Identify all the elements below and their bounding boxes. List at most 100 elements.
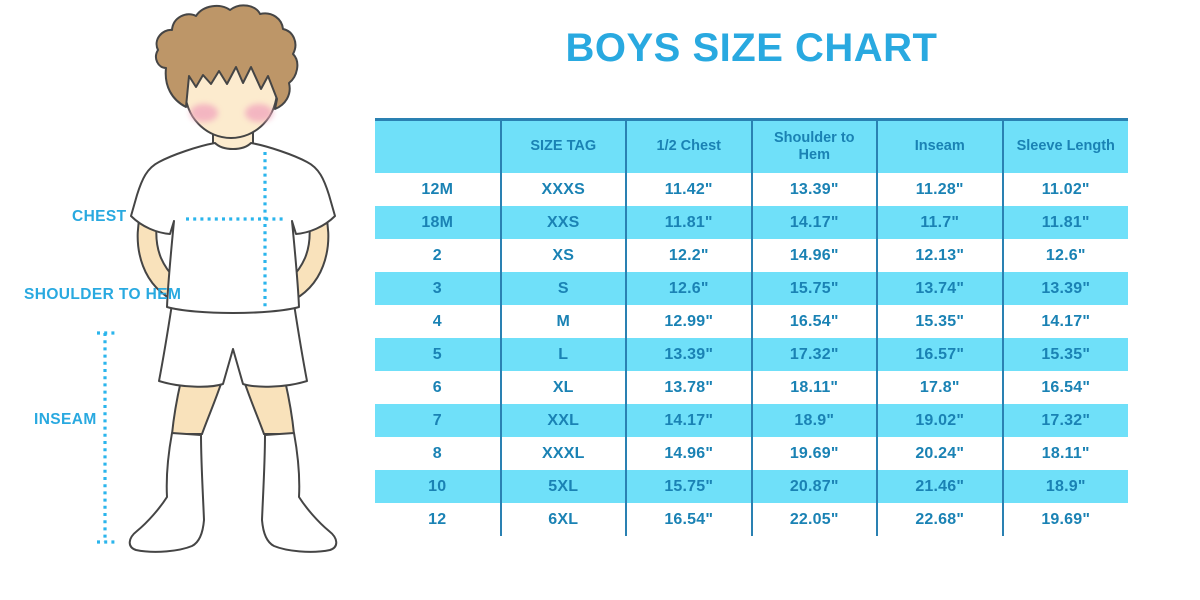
boy-illustration [97, 4, 338, 553]
inseam-measure-line [97, 331, 118, 544]
value-cell: 19.69" [750, 437, 877, 470]
chest-label: CHEST [72, 208, 127, 225]
value-cell: 12.13" [876, 239, 1003, 272]
size-tag-cell: 6XL [499, 503, 626, 536]
size-cell: 8 [432, 444, 442, 462]
shoulder-to-hem-label: SHOULDER TO HEM [24, 286, 182, 303]
value-cell: 17.32" [750, 338, 877, 371]
value-cell: 14.17" [625, 404, 752, 437]
size-tag-cell: 5XL [499, 470, 626, 503]
table-body: 12M XXXS 11.42" 13.39" 11.28" 11.02" 18M XXS 11.… [375, 173, 1128, 536]
table-row: 12M XXXS 11.42" 13.39" 11.28" 11.02" [375, 173, 1128, 206]
value-cell: 15.35" [1001, 338, 1128, 371]
value-cell: 14.96" [750, 239, 877, 272]
value-cell: 12.6" [1001, 239, 1128, 272]
value-cell: 11.42" [625, 173, 752, 206]
value-cell: 20.87" [750, 470, 877, 503]
boy-left-sock [128, 432, 205, 553]
value-cell: 17.32" [1001, 404, 1128, 437]
value-cell: 11.81" [625, 206, 752, 239]
value-cell: 12.6" [625, 272, 752, 305]
value-cell: 13.78" [625, 371, 752, 404]
value-cell: 13.39" [750, 173, 877, 206]
boy-hair [155, 4, 299, 110]
value-cell: 15.75" [625, 470, 752, 503]
table-row: 4 M 12.99" 16.54" 15.35" 14.17" [375, 305, 1128, 338]
table-row: 6 XL 13.78" 18.11" 17.8" 16.54" [375, 371, 1128, 404]
size-tag-cell: XXXL [499, 437, 626, 470]
size-cell: 18M [375, 206, 501, 239]
boy-left-cheek [190, 104, 218, 122]
value-cell: 15.35" [876, 305, 1003, 338]
size-cell: 12M [421, 180, 454, 198]
value-cell: 14.17" [1001, 305, 1128, 338]
boy-shorts [158, 303, 308, 388]
inseam-label: INSEAM [34, 411, 97, 428]
size-tag-cell: M [499, 305, 626, 338]
value-cell: 16.54" [1001, 371, 1128, 404]
value-cell: 16.57" [876, 338, 1003, 371]
value-cell: 12.99" [625, 305, 752, 338]
boy-tshirt [130, 142, 336, 314]
value-cell: 16.54" [625, 503, 752, 536]
size-cell: 12 [428, 510, 447, 528]
column-header-sleeve-length: Sleeve Length [1001, 119, 1128, 173]
value-cell: 20.24" [876, 437, 1003, 470]
boy-figure-area: CHEST SHOULDER TO HEM INSEAM [0, 0, 375, 600]
value-cell: 15.75" [750, 272, 877, 305]
size-tag-cell: L [499, 338, 626, 371]
table-row: 8 XXXL 14.96" 19.69" 20.24" 18.11" [375, 437, 1128, 470]
table-row: 2 XS 12.2" 14.96" 12.13" 12.6" [375, 239, 1128, 272]
size-tag-cell: XXXS [499, 173, 626, 206]
table-row: 10 5XL 15.75" 20.87" 21.46" 18.9" [375, 470, 1128, 503]
size-cell: 2 [432, 246, 442, 264]
column-header-size-tag: SIZE TAG [499, 119, 626, 173]
value-cell: 11.7" [876, 206, 1003, 239]
size-tag-cell: XXL [499, 404, 626, 437]
header-row: SIZE TAG 1/2 Chest Shoulder to Hem Inseam Sl… [375, 119, 1128, 173]
value-cell: 11.02" [1001, 173, 1128, 206]
page-title: BOYS SIZE CHART [565, 26, 938, 70]
table-row: 3 S 12.6" 15.75" 13.74" 13.39" [375, 272, 1128, 305]
value-cell: 18.9" [1001, 470, 1128, 503]
value-cell: 13.39" [625, 338, 752, 371]
value-cell: 22.68" [876, 503, 1003, 536]
value-cell: 13.74" [876, 272, 1003, 305]
table-header: SIZE TAG 1/2 Chest Shoulder to Hem Inseam Sl… [375, 119, 1128, 173]
size-cell: 7 [375, 404, 501, 437]
table-row: 5 L 13.39" 17.32" 16.57" 15.35" [375, 338, 1128, 371]
value-cell: 18.9" [750, 404, 877, 437]
size-cell: 3 [375, 272, 501, 305]
value-cell: 14.17" [750, 206, 877, 239]
table-row: 12 6XL 16.54" 22.05" 22.68" 19.69" [375, 503, 1128, 536]
size-chart-table: SIZE TAG 1/2 Chest Shoulder to Hem Inseam Sl… [375, 118, 1128, 536]
size-tag-cell: XS [499, 239, 626, 272]
value-cell: 16.54" [750, 305, 877, 338]
size-cell: 4 [432, 312, 442, 330]
value-cell: 21.46" [876, 470, 1003, 503]
value-cell: 19.69" [1001, 503, 1128, 536]
corner-header-cell [375, 119, 501, 173]
value-cell: 18.11" [1001, 437, 1128, 470]
size-cell: 5 [375, 338, 501, 371]
value-cell: 11.81" [1001, 206, 1128, 239]
boy-right-cheek [245, 104, 273, 122]
column-header-1-2-chest: 1/2 Chest [625, 119, 752, 173]
size-cell: 10 [375, 470, 501, 503]
value-cell: 11.28" [876, 173, 1003, 206]
value-cell: 12.2" [625, 239, 752, 272]
column-header-inseam: Inseam [876, 119, 1003, 173]
table-row: 18M XXS 11.81" 14.17" 11.7" 11.81" [375, 206, 1128, 239]
size-cell: 6 [432, 378, 442, 396]
value-cell: 19.02" [876, 404, 1003, 437]
column-header-shoulder-to-hem: Shoulder to Hem [750, 119, 877, 173]
boy-right-sock [261, 432, 338, 553]
size-tag-cell: XXS [499, 206, 626, 239]
value-cell: 18.11" [750, 371, 877, 404]
value-cell: 14.96" [625, 437, 752, 470]
value-cell: 13.39" [1001, 272, 1128, 305]
table-row: 7 XXL 14.17" 18.9" 19.02" 17.32" [375, 404, 1128, 437]
value-cell: 17.8" [876, 371, 1003, 404]
size-tag-cell: XL [499, 371, 626, 404]
